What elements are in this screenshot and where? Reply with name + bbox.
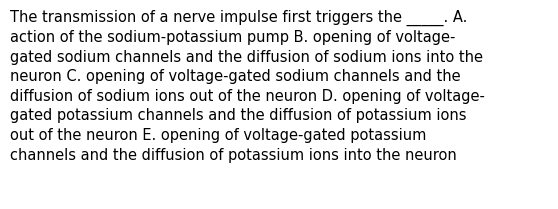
Text: The transmission of a nerve impulse first triggers the _____. A.
action of the s: The transmission of a nerve impulse firs… [10, 9, 485, 163]
